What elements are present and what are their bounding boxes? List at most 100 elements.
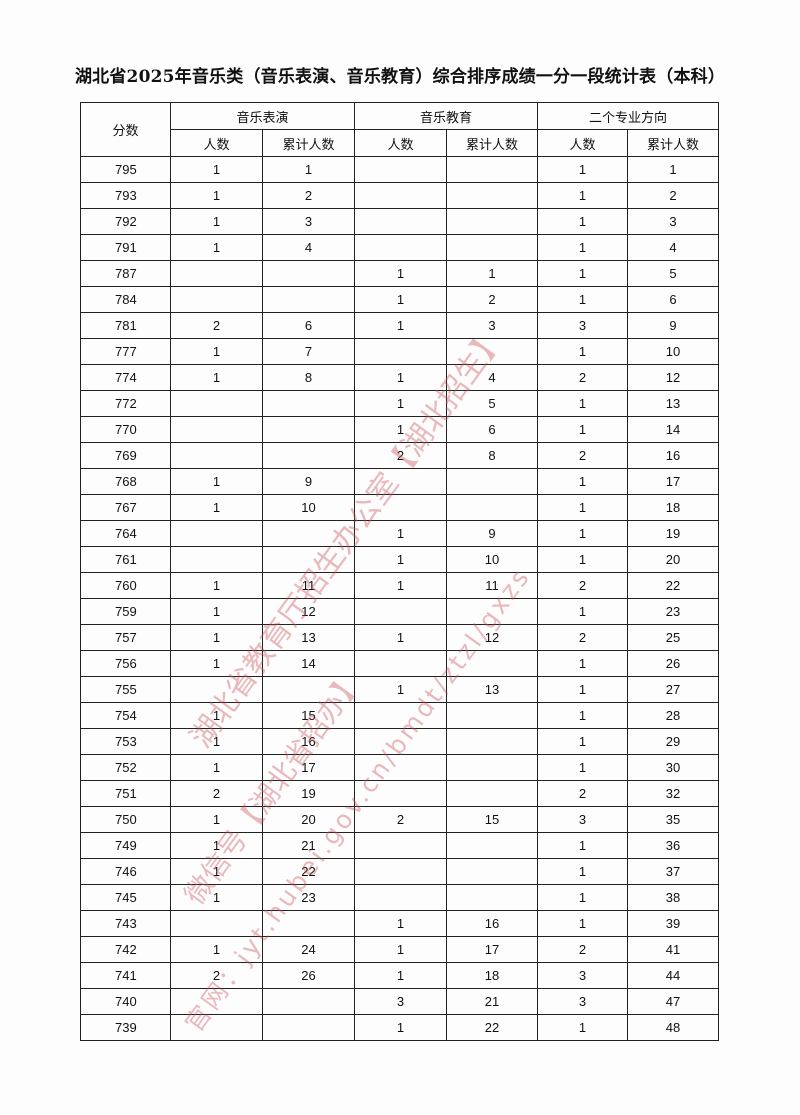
cell-education-count [354,754,448,781]
cell-performance-cumulative: 9 [261,468,356,495]
cell-education-cumulative: 5 [446,390,539,417]
cell-score: 781 [80,312,171,339]
cell-performance-count: 1 [170,338,263,365]
cell-performance-cumulative [261,390,356,417]
cell-performance-cumulative [261,910,356,937]
table-row: 742 1 24 1 17 2 41 [80,936,720,963]
cell-performance-cumulative: 16 [261,728,356,755]
cell-score: 759 [80,598,171,625]
cell-education-count: 1 [354,260,448,287]
cell-both-count: 3 [537,806,629,833]
cell-performance-count [170,546,263,573]
cell-performance-count [170,286,263,313]
cell-both-count: 2 [537,442,629,469]
cell-score: 791 [80,234,171,261]
cell-score: 743 [80,910,171,937]
cell-both-cumulative: 36 [627,832,720,859]
cell-performance-count: 1 [170,832,263,859]
cell-education-count: 1 [354,520,448,547]
cell-both-count: 1 [537,494,629,521]
cell-education-cumulative [446,884,539,911]
cell-performance-cumulative: 1 [261,156,356,183]
cell-score: 753 [80,728,171,755]
cell-score: 742 [80,936,171,963]
cell-score: 792 [80,208,171,235]
cell-performance-count: 1 [170,182,263,209]
cell-performance-count [170,676,263,703]
cell-performance-cumulative: 15 [261,702,356,729]
cell-education-cumulative [446,468,539,495]
cell-score: 750 [80,806,171,833]
table-row: 751 2 19 2 32 [80,780,720,807]
cell-score: 757 [80,624,171,651]
cell-both-cumulative: 48 [627,1014,720,1041]
cell-education-count [354,182,448,209]
cell-both-count: 1 [537,234,629,261]
cell-both-count: 1 [537,260,629,287]
cell-both-cumulative: 12 [627,364,720,391]
cell-score: 784 [80,286,171,313]
cell-score: 777 [80,338,171,365]
cell-both-count: 1 [537,858,629,885]
cell-both-cumulative: 25 [627,624,720,651]
table-row: 759 1 12 1 23 [80,598,720,625]
cell-both-count: 1 [537,676,629,703]
cell-score: 749 [80,832,171,859]
cell-both-count: 2 [537,936,629,963]
cell-education-cumulative: 13 [446,676,539,703]
header-group-both: 二个专业方向 [537,102,720,130]
cell-education-count [354,208,448,235]
cell-both-cumulative: 37 [627,858,720,885]
cell-score: 740 [80,988,171,1015]
table-row: 791 1 4 1 4 [80,234,720,261]
cell-both-count: 1 [537,156,629,183]
cell-both-count: 2 [537,624,629,651]
cell-performance-count: 2 [170,312,263,339]
cell-score: 767 [80,494,171,521]
cell-both-cumulative: 32 [627,780,720,807]
cell-both-cumulative: 27 [627,676,720,703]
cell-education-cumulative [446,598,539,625]
cell-performance-count: 1 [170,234,263,261]
table-row: 749 1 21 1 36 [80,832,720,859]
cell-performance-count: 1 [170,858,263,885]
table-row: 756 1 14 1 26 [80,650,720,677]
page-title: 湖北省2025年音乐类（音乐表演、音乐教育）综合排序成绩一分一段统计表（本科） [74,67,726,87]
table-row: 746 1 22 1 37 [80,858,720,885]
cell-education-cumulative: 18 [446,962,539,989]
table-row: 774 1 8 1 4 2 12 [80,364,720,391]
table-row: 777 1 7 1 10 [80,338,720,365]
cell-score: 756 [80,650,171,677]
cell-education-count: 1 [354,676,448,703]
header-count: 人数 [354,129,448,157]
cell-performance-count: 1 [170,572,263,599]
cell-both-count: 1 [537,728,629,755]
cell-performance-cumulative: 23 [261,884,356,911]
cell-score: 787 [80,260,171,287]
table-row: 739 1 22 1 48 [80,1014,720,1041]
cell-both-count: 3 [537,962,629,989]
header-cumulative: 累计人数 [261,129,356,157]
cell-performance-cumulative: 6 [261,312,356,339]
cell-performance-count: 2 [170,962,263,989]
cell-education-count: 1 [354,286,448,313]
cell-performance-cumulative: 10 [261,494,356,521]
cell-education-cumulative: 8 [446,442,539,469]
cell-both-cumulative: 5 [627,260,720,287]
cell-education-count: 1 [354,572,448,599]
cell-both-cumulative: 17 [627,468,720,495]
table-row: 750 1 20 2 15 3 35 [80,806,720,833]
cell-performance-cumulative: 8 [261,364,356,391]
cell-performance-cumulative [261,286,356,313]
cell-education-count [354,832,448,859]
cell-both-count: 1 [537,702,629,729]
cell-both-count: 1 [537,910,629,937]
cell-both-count: 1 [537,338,629,365]
table-row: 753 1 16 1 29 [80,728,720,755]
cell-performance-cumulative: 24 [261,936,356,963]
cell-education-count: 1 [354,312,448,339]
cell-education-count [354,728,448,755]
cell-performance-cumulative [261,546,356,573]
cell-performance-cumulative: 17 [261,754,356,781]
